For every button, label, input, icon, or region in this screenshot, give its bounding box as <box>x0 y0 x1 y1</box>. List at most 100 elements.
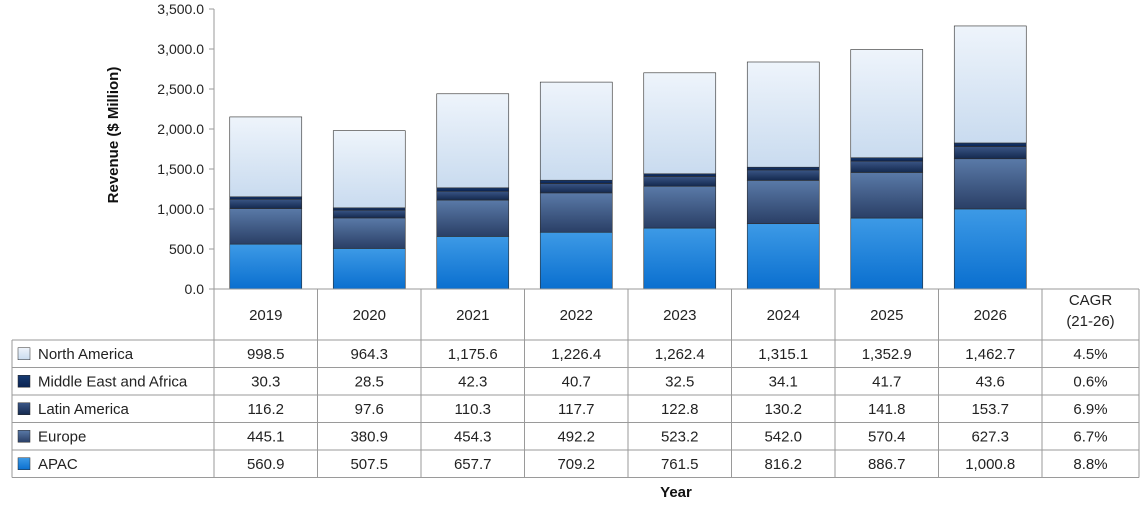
bars-group <box>229 25 1027 290</box>
bar-segment-middle-east-and-africa <box>332 207 406 211</box>
legend-swatch <box>17 347 31 360</box>
bar-segment-apac <box>643 227 717 290</box>
x-tick-label: 2022 <box>560 307 593 324</box>
x-tick-label: 2021 <box>456 307 489 324</box>
data-label: 117.7 <box>558 401 594 418</box>
bar-segment-apac <box>332 248 406 290</box>
data-label: 1,352.9 <box>862 346 912 363</box>
x-tick-label: 2023 <box>663 307 696 324</box>
y-tick-label: 2,500.0 <box>157 81 204 97</box>
bar-segment-apac <box>539 231 613 290</box>
data-label: 42.3 <box>458 373 487 390</box>
y-axis-title: Revenue ($ Million) <box>105 67 122 204</box>
data-label: 34.1 <box>769 373 798 390</box>
data-label: 816.2 <box>764 456 802 473</box>
cagr-value: 6.7% <box>1073 428 1107 445</box>
y-axis: 0.0 500.0 1,000.0 1,500.0 2,000.0 2,500.0 3,00… <box>157 1 215 297</box>
bar-segment-middle-east-and-africa <box>643 173 717 177</box>
legend-label: North America <box>38 346 134 363</box>
data-label: 492.2 <box>557 428 595 445</box>
bar-segment-north-america <box>539 81 613 181</box>
bar-segment-north-america <box>332 130 406 209</box>
data-label: 964.3 <box>350 346 388 363</box>
legend-swatch <box>17 430 31 443</box>
data-label: 116.2 <box>248 401 284 418</box>
data-label: 110.3 <box>455 401 491 418</box>
x-axis-title: Year <box>660 484 692 501</box>
bar-segment-north-america <box>643 72 717 175</box>
bar-segment-latin-america <box>850 160 924 173</box>
data-label: 32.5 <box>665 373 694 390</box>
data-label: 542.0 <box>764 428 802 445</box>
data-label: 560.9 <box>247 456 285 473</box>
cagr-header: (21-26) <box>1066 313 1114 330</box>
y-tick-label: 2,000.0 <box>157 121 204 137</box>
bar-segment-middle-east-and-africa <box>436 187 510 192</box>
bar-segment-latin-america <box>332 209 406 219</box>
bar-segment-middle-east-and-africa <box>746 166 820 171</box>
x-tick-label: 2025 <box>870 307 903 324</box>
y-tick-label: 0.0 <box>185 281 205 297</box>
bar-segment-latin-america <box>436 190 510 201</box>
y-tick-label: 1,000.0 <box>157 201 204 217</box>
data-label: 28.5 <box>355 373 384 390</box>
cagr-value: 6.9% <box>1073 401 1107 418</box>
x-tick-label: 2026 <box>974 307 1007 324</box>
bar-segment-europe <box>539 192 613 233</box>
legend-label: Europe <box>38 428 86 445</box>
bar-segment-europe <box>229 208 303 245</box>
data-label: 1,462.7 <box>965 346 1015 363</box>
bar-segment-latin-america <box>643 176 717 187</box>
bar-segment-middle-east-and-africa <box>850 157 924 162</box>
bar-segment-apac <box>850 217 924 290</box>
data-label: 886.7 <box>868 456 906 473</box>
data-label: 1,226.4 <box>551 346 601 363</box>
bar-segment-north-america <box>229 116 303 198</box>
data-label: 130.2 <box>764 401 802 418</box>
legend-swatch <box>17 402 31 415</box>
data-label: 41.7 <box>872 373 901 390</box>
bar-segment-apac <box>746 223 820 290</box>
legend-swatch <box>17 457 31 470</box>
data-label: 1,262.4 <box>655 346 705 363</box>
legend-swatch <box>17 375 31 388</box>
data-label: 507.5 <box>350 456 388 473</box>
bar-segment-latin-america <box>539 183 613 194</box>
x-tick-label: 2020 <box>353 307 386 324</box>
cagr-value: 8.8% <box>1073 456 1107 473</box>
data-label: 445.1 <box>247 428 285 445</box>
x-tick-label: 2024 <box>767 307 800 324</box>
bar-segment-europe <box>436 199 510 237</box>
bar-segment-europe <box>643 185 717 229</box>
data-label: 1,000.8 <box>965 456 1015 473</box>
data-label: 709.2 <box>557 456 595 473</box>
data-label: 380.9 <box>350 428 388 445</box>
data-label: 40.7 <box>562 373 591 390</box>
x-tick-label: 2019 <box>249 307 282 324</box>
data-label: 761.5 <box>661 456 699 473</box>
data-label: 122.8 <box>661 401 699 418</box>
legend-label: Latin America <box>38 401 130 418</box>
data-label: 454.3 <box>454 428 492 445</box>
data-label: 43.6 <box>976 373 1005 390</box>
bar-segment-apac <box>436 236 510 290</box>
bar-segment-europe <box>953 158 1027 210</box>
data-label: 97.6 <box>355 401 384 418</box>
data-label: 627.3 <box>971 428 1009 445</box>
data-label: 141.8 <box>868 401 906 418</box>
data-label: 153.7 <box>971 401 1009 418</box>
bar-segment-latin-america <box>953 146 1027 160</box>
bar-segment-north-america <box>953 25 1027 144</box>
y-tick-label: 3,500.0 <box>157 1 204 17</box>
bar-segment-latin-america <box>746 169 820 181</box>
y-tick-label: 3,000.0 <box>157 41 204 57</box>
data-label: 998.5 <box>247 346 285 363</box>
bar-segment-north-america <box>746 61 820 168</box>
y-tick-label: 500.0 <box>169 241 204 257</box>
bar-segment-north-america <box>436 93 510 189</box>
y-tick-label: 1,500.0 <box>157 161 204 177</box>
data-label: 30.3 <box>251 373 280 390</box>
legend-label: APAC <box>38 456 78 473</box>
bar-segment-middle-east-and-africa <box>229 196 303 200</box>
